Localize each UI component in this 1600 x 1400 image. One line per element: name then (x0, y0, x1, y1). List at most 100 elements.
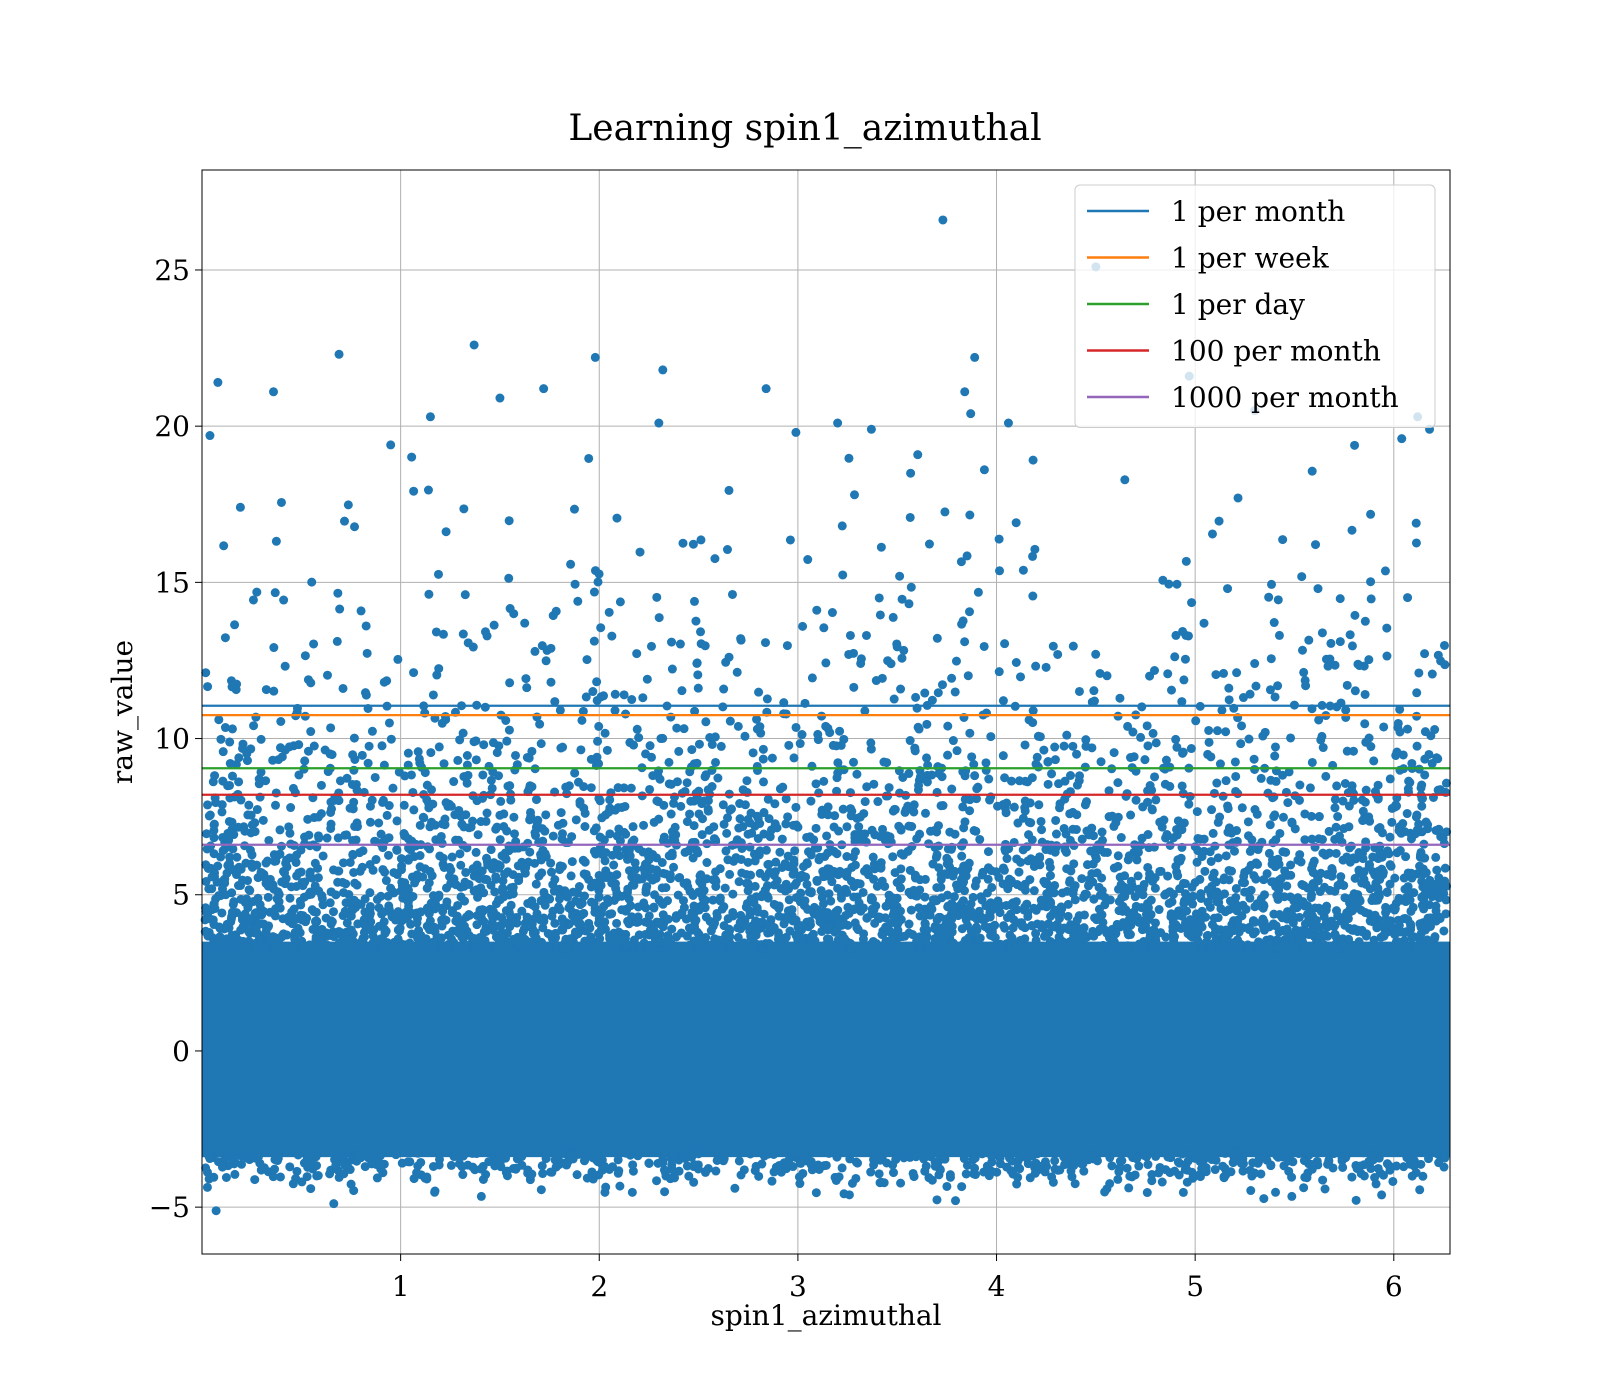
scatter-point (957, 924, 967, 934)
scatter-point (1317, 628, 1327, 638)
scatter-point (370, 935, 380, 945)
scatter-point (1286, 733, 1296, 743)
scatter-point (527, 746, 537, 756)
scatter-point (677, 908, 687, 918)
scatter-point (341, 879, 351, 889)
scatter-point-outlier (938, 215, 948, 225)
scatter-point (1183, 1156, 1193, 1166)
scatter-point (1264, 592, 1274, 602)
scatter-point (548, 831, 558, 841)
scatter-point (551, 928, 561, 938)
scatter-point (1182, 906, 1192, 916)
scatter-point (294, 868, 304, 878)
scatter-point (502, 736, 512, 746)
scatter-point (649, 817, 659, 827)
scatter-point (876, 862, 886, 872)
scatter-point (1360, 908, 1370, 918)
scatter-point (1398, 819, 1408, 829)
scatter-point (612, 918, 622, 928)
scatter-point (1217, 705, 1227, 715)
scatter-point-outlier (1003, 418, 1013, 428)
scatter-point (253, 946, 263, 956)
scatter-point (1002, 798, 1012, 808)
scatter-point (855, 812, 865, 822)
scatter-point (271, 800, 281, 810)
scatter-point (284, 822, 294, 832)
scatter-point (203, 682, 213, 692)
scatter-point (1014, 867, 1024, 877)
scatter-point (1287, 818, 1297, 828)
scatter-point (937, 680, 947, 690)
scatter-point (613, 783, 623, 793)
scatter-point (452, 926, 462, 936)
scatter-point (960, 637, 970, 647)
scatter-point (613, 1155, 623, 1165)
scatter-point (1307, 466, 1317, 476)
scatter-point (969, 759, 979, 769)
scatter-point (334, 926, 344, 936)
scatter-point (227, 682, 237, 692)
scatter-point (832, 849, 842, 859)
scatter-point (759, 829, 769, 839)
scatter-point (806, 796, 816, 806)
scatter-point (712, 1155, 722, 1165)
scatter-point (437, 838, 447, 848)
scatter-point (752, 714, 762, 724)
scatter-point (943, 721, 953, 731)
scatter-point (833, 905, 843, 915)
scatter-point (457, 932, 467, 942)
scatter-point (957, 851, 967, 861)
scatter-point (849, 490, 859, 500)
scatter-point (685, 767, 695, 777)
scatter-point (948, 906, 958, 916)
scatter-point (1132, 855, 1142, 865)
scatter-point (763, 794, 773, 804)
scatter-point (694, 739, 704, 749)
scatter-point (509, 812, 519, 822)
scatter-point (1392, 848, 1402, 858)
scatter-point (677, 686, 687, 696)
scatter-point (942, 1181, 952, 1191)
scatter-point (645, 784, 655, 794)
scatter-point (693, 1149, 703, 1159)
scatter-point (702, 839, 712, 849)
scatter-point (953, 884, 963, 894)
scatter-point (755, 846, 765, 856)
scatter-point (1082, 860, 1092, 870)
scatter-point (317, 924, 327, 934)
scatter-point (495, 895, 505, 905)
scatter-point (905, 945, 915, 955)
scatter-point (1417, 801, 1427, 811)
scatter-point (453, 755, 463, 765)
scatter-point (758, 744, 768, 754)
scatter-point (850, 860, 860, 870)
scatter-point (1393, 718, 1403, 728)
scatter-point (667, 664, 677, 674)
scatter-point (1009, 802, 1019, 812)
scatter-point (414, 754, 424, 764)
scatter-point (349, 895, 359, 905)
scatter-point (201, 904, 211, 914)
scatter-point (706, 926, 716, 936)
scatter-point (1421, 817, 1431, 827)
scatter-point (1391, 1161, 1401, 1171)
scatter-point (995, 566, 1005, 576)
scatter-point (605, 795, 615, 805)
scatter-point (409, 805, 419, 815)
scatter-point (1314, 715, 1324, 725)
scatter-point (869, 874, 879, 884)
x-tick-label: 2 (590, 1270, 608, 1303)
scatter-point (861, 630, 871, 640)
scatter-point (271, 536, 281, 546)
scatter-point (456, 860, 466, 870)
scatter-point (932, 633, 942, 643)
scatter-point (839, 1189, 849, 1199)
scatter-point (928, 895, 938, 905)
scatter-point (832, 914, 842, 924)
scatter-point (510, 765, 520, 775)
scatter-point (1007, 1156, 1017, 1166)
scatter-point (435, 1148, 445, 1158)
scatter-point (276, 841, 286, 851)
scatter-point (1386, 921, 1396, 931)
scatter-point (1150, 665, 1160, 675)
